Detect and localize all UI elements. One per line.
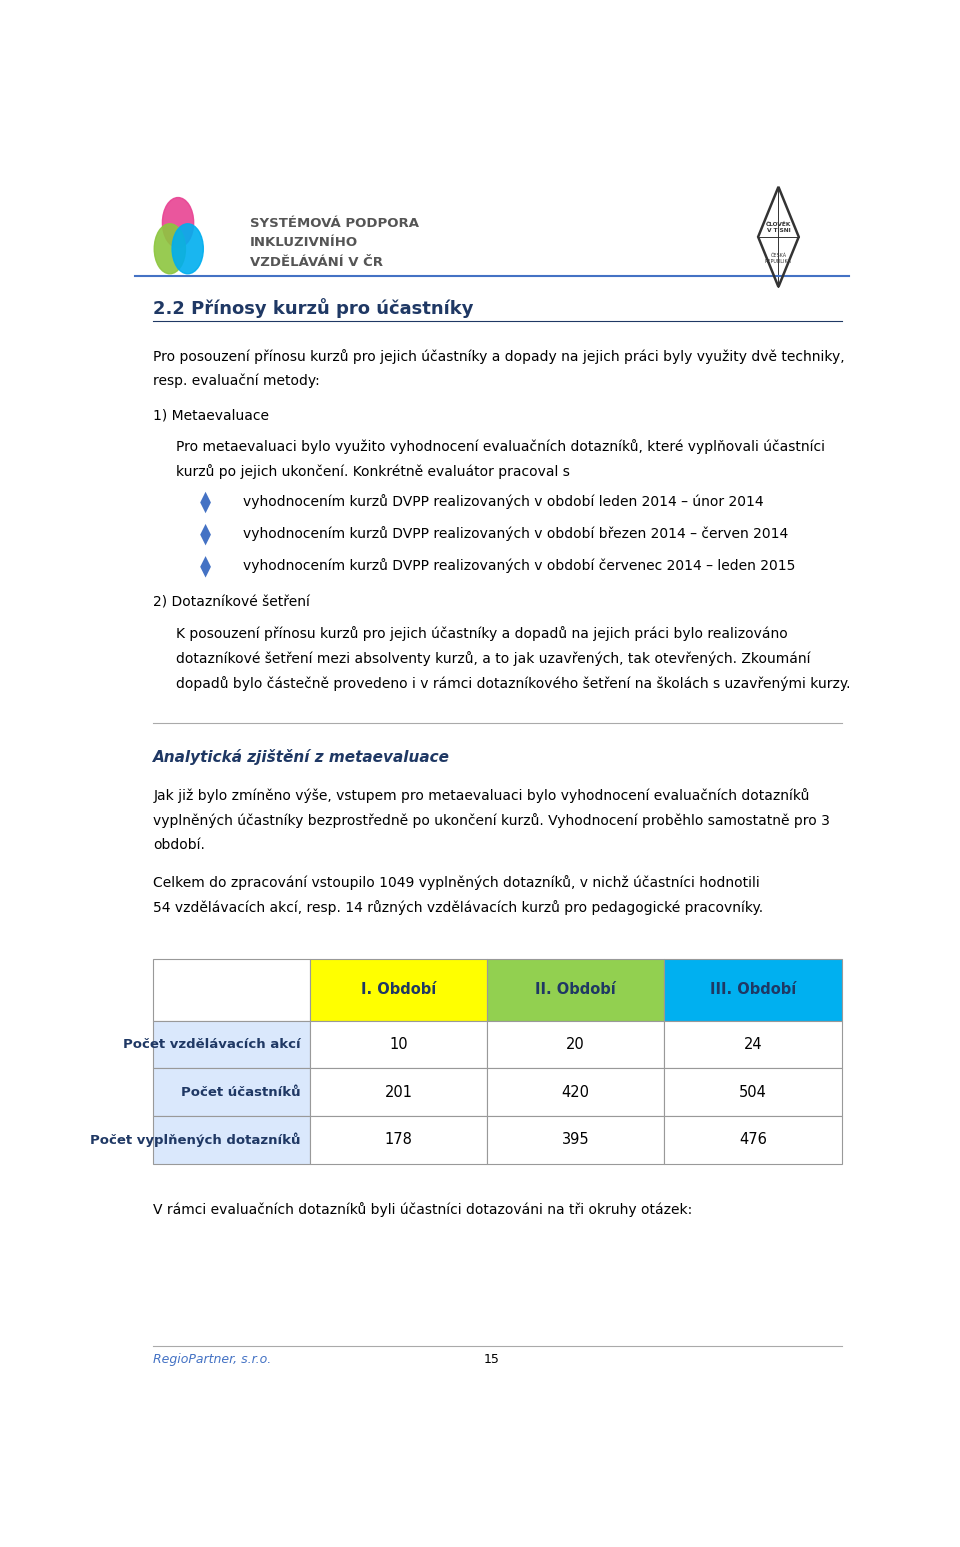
Text: I. Období: I. Období xyxy=(361,982,436,998)
FancyBboxPatch shape xyxy=(310,959,487,1021)
Text: 20: 20 xyxy=(566,1036,585,1052)
FancyBboxPatch shape xyxy=(487,1021,664,1069)
Text: období.: období. xyxy=(154,838,205,852)
Text: Pro metaevaluaci bylo využito vyhodnocení evaluačních dotazníků, které vyplňoval: Pro metaevaluaci bylo využito vyhodnocen… xyxy=(176,439,825,455)
Polygon shape xyxy=(201,555,211,577)
Text: 395: 395 xyxy=(562,1132,589,1148)
Text: Pro posouzení přínosu kurzů pro jejich účastníky a dopady na jejich práci byly v: Pro posouzení přínosu kurzů pro jejich ú… xyxy=(154,348,845,364)
Polygon shape xyxy=(201,492,211,514)
Text: vyhodnocením kurzů DVPP realizovaných v období červenec 2014 – leden 2015: vyhodnocením kurzů DVPP realizovaných v … xyxy=(243,558,795,574)
Text: Počet vzdělávacích akcí: Počet vzdělávacích akcí xyxy=(123,1038,300,1050)
FancyBboxPatch shape xyxy=(664,959,842,1021)
Text: 420: 420 xyxy=(562,1084,589,1100)
FancyBboxPatch shape xyxy=(664,1069,842,1115)
Text: 2.2 Přínosy kurzů pro účastníky: 2.2 Přínosy kurzů pro účastníky xyxy=(154,297,474,317)
Circle shape xyxy=(172,224,204,274)
Text: vyhodnocením kurzů DVPP realizovaných v období leden 2014 – únor 2014: vyhodnocením kurzů DVPP realizovaných v … xyxy=(243,493,763,509)
Text: Analytická zjištění z metaevaluace: Analytická zjištění z metaevaluace xyxy=(154,749,450,766)
FancyBboxPatch shape xyxy=(487,959,664,1021)
Text: 201: 201 xyxy=(384,1084,413,1100)
Circle shape xyxy=(162,198,194,248)
Polygon shape xyxy=(201,524,211,546)
FancyBboxPatch shape xyxy=(487,1115,664,1163)
Text: ČLOVĚK
V TÍSNI: ČLOVĚK V TÍSNI xyxy=(766,221,791,232)
Text: 476: 476 xyxy=(739,1132,767,1148)
Text: RegioPartner, s.r.o.: RegioPartner, s.r.o. xyxy=(154,1354,272,1366)
Text: dotazníkové šetření mezi absolventy kurzů, a to jak uzavřených, tak otevřených. : dotazníkové šetření mezi absolventy kurz… xyxy=(176,651,810,667)
FancyBboxPatch shape xyxy=(664,1115,842,1163)
Text: resp. evaluační metody:: resp. evaluační metody: xyxy=(154,374,321,388)
FancyBboxPatch shape xyxy=(487,1069,664,1115)
FancyBboxPatch shape xyxy=(154,1069,310,1115)
Text: V rámci evaluačních dotazníků byli účastníci dotazováni na tři okruhy otázek:: V rámci evaluačních dotazníků byli účast… xyxy=(154,1202,693,1216)
Text: vyplněných účastníky bezprostředně po ukončení kurzů. Vyhodnocení proběhlo samos: vyplněných účastníky bezprostředně po uk… xyxy=(154,814,830,828)
Circle shape xyxy=(155,224,185,274)
FancyBboxPatch shape xyxy=(154,1115,310,1163)
FancyBboxPatch shape xyxy=(310,1115,487,1163)
Text: 15: 15 xyxy=(484,1354,500,1366)
Text: 2) Dotazníkové šetření: 2) Dotazníkové šetření xyxy=(154,596,310,610)
Text: II. Období: II. Období xyxy=(536,982,616,998)
FancyBboxPatch shape xyxy=(154,959,310,1021)
Text: Počet účastníků: Počet účastníků xyxy=(181,1086,300,1098)
Text: 1) Metaevaluace: 1) Metaevaluace xyxy=(154,408,270,422)
Text: 504: 504 xyxy=(739,1084,767,1100)
Text: 10: 10 xyxy=(389,1036,408,1052)
Text: dopadů bylo částečně provedeno i v rámci dotazníkového šetření na školách s uzav: dopadů bylo částečně provedeno i v rámci… xyxy=(176,676,851,692)
Text: vyhodnocením kurzů DVPP realizovaných v období březen 2014 – červen 2014: vyhodnocením kurzů DVPP realizovaných v … xyxy=(243,526,788,541)
Text: ČESKÁ
REPUBLIKA: ČESKÁ REPUBLIKA xyxy=(765,252,792,263)
FancyBboxPatch shape xyxy=(664,1021,842,1069)
FancyBboxPatch shape xyxy=(310,1021,487,1069)
Text: kurzů po jejich ukončení. Konkrétně evaluátor pracoval s: kurzů po jejich ukončení. Konkrétně eval… xyxy=(176,464,569,480)
Text: III. Období: III. Období xyxy=(709,982,796,998)
Text: 24: 24 xyxy=(744,1036,762,1052)
Text: K posouzení přínosu kurzů pro jejich účastníky a dopadů na jejich práci bylo rea: K posouzení přínosu kurzů pro jejich úča… xyxy=(176,627,787,642)
Text: 54 vzdělávacích akcí, resp. 14 různých vzdělávacích kurzů pro pedagogické pracov: 54 vzdělávacích akcí, resp. 14 různých v… xyxy=(154,900,763,916)
Text: Jak již bylo zmíněno výše, vstupem pro metaevaluaci bylo vyhodnocení evaluačních: Jak již bylo zmíněno výše, vstupem pro m… xyxy=(154,789,810,803)
FancyBboxPatch shape xyxy=(154,1021,310,1069)
Text: Počet vyplňených dotazníků: Počet vyplňených dotazníků xyxy=(90,1132,300,1146)
Text: SYSTÉMOVÁ PODPORA
INKLUZIVNÍHO
VZDĚLÁVÁNÍ V ČR: SYSTÉMOVÁ PODPORA INKLUZIVNÍHO VZDĚLÁVÁN… xyxy=(251,217,420,269)
Text: Celkem do zpracování vstoupilo 1049 vyplněných dotazníků, v nichž účastníci hodn: Celkem do zpracování vstoupilo 1049 vypl… xyxy=(154,876,760,890)
FancyBboxPatch shape xyxy=(310,1069,487,1115)
Text: 178: 178 xyxy=(384,1132,412,1148)
